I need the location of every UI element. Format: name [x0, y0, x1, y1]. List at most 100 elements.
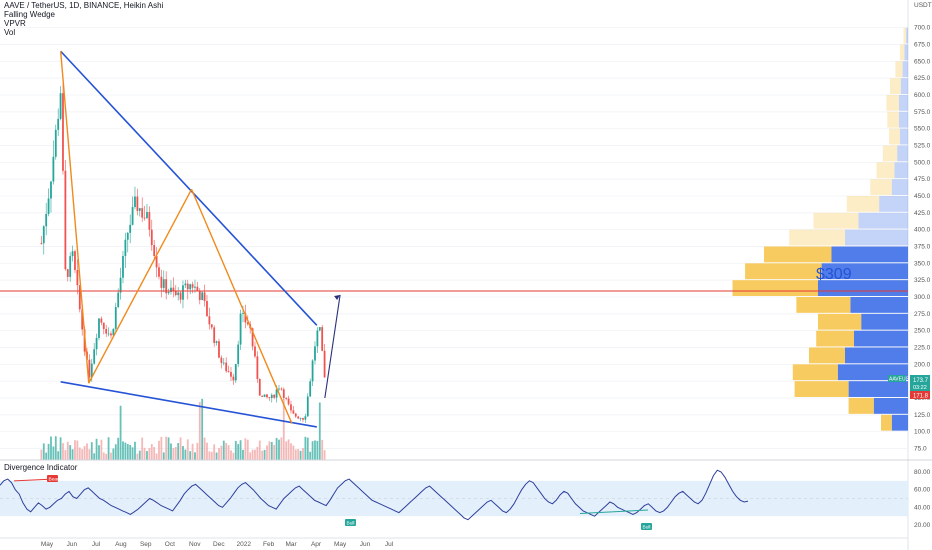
divergence-title[interactable]: Divergence Indicator — [4, 463, 78, 472]
volume-profile-up-bar — [889, 128, 900, 145]
indicator-vpvr[interactable]: VPVR — [4, 19, 26, 28]
volume-bar — [170, 443, 172, 460]
indicator-vol[interactable]: Vol — [4, 28, 15, 37]
candle-body — [107, 333, 110, 335]
volume-bar — [232, 452, 235, 460]
volume-bar — [244, 438, 247, 460]
rsi-tick-label: 60.00 — [914, 487, 931, 494]
candle-body — [117, 292, 120, 308]
candle-body — [136, 196, 139, 211]
candle-body — [40, 243, 43, 244]
volume-profile-down-bar — [818, 280, 908, 296]
volume-profile-up-bar — [794, 381, 849, 397]
volume-bar — [57, 451, 60, 460]
candle-body — [215, 341, 218, 343]
volume-bar — [270, 442, 273, 460]
candle-body — [270, 394, 273, 399]
candle-body — [261, 395, 264, 397]
volume-bar — [54, 436, 57, 460]
candle-body — [191, 284, 194, 288]
candle-body — [266, 394, 268, 398]
divergence-indicator: 80.00 60.00 40.00 20.00 Bear Bull Bull — [0, 469, 931, 530]
volume-bar — [290, 443, 292, 460]
volume-bar — [292, 445, 295, 460]
candle-body — [273, 394, 276, 398]
volume-bar — [167, 437, 170, 460]
time-tick-label: May — [41, 541, 54, 548]
volume-bar — [126, 444, 129, 460]
volume-bar — [74, 440, 76, 460]
volume-profile-up-bar — [882, 145, 898, 162]
volume-bar — [266, 445, 268, 460]
volume-profile-down-bar — [899, 111, 908, 128]
volume-bar — [285, 441, 288, 460]
candle-body — [268, 397, 271, 399]
volume-profile-up-bar — [881, 414, 892, 431]
indicator-falling-wedge[interactable]: Falling Wedge — [4, 10, 56, 19]
time-tick-label: Jul — [92, 541, 101, 548]
time-axis[interactable]: May Jun Jul Aug Sep Oct Nov Dec 2022 Feb Mar Apr May… — [41, 541, 394, 548]
volume-profile-up-bar — [890, 78, 901, 95]
volume-bar — [174, 446, 177, 460]
volume-bar — [107, 437, 110, 460]
volume-bar — [59, 437, 62, 460]
price-tick-label: 550.0 — [914, 126, 931, 133]
candle-body — [210, 324, 213, 328]
volume-profile-down-bar — [858, 212, 908, 229]
volume-profile — [732, 27, 908, 431]
volume-bar — [206, 442, 208, 460]
bear-divergence-line — [13, 478, 53, 482]
volume-bar — [143, 447, 146, 460]
time-tick-label: Apr — [311, 541, 322, 548]
volume-bar — [98, 445, 100, 460]
volume-bar — [256, 446, 259, 460]
volume-profile-down-bar — [848, 381, 908, 397]
candle-body — [201, 292, 204, 301]
volume-profile-down-bar — [854, 330, 908, 347]
candle-body — [112, 328, 115, 336]
time-tick-label: Sep — [140, 541, 152, 548]
volume-profile-up-bar — [732, 280, 818, 296]
volume-profile-up-bar — [818, 313, 862, 330]
price-tick-label: 125.0 — [914, 412, 931, 419]
candle-body — [165, 279, 168, 294]
volume-bar — [62, 443, 64, 460]
candle-body — [138, 208, 141, 211]
volume-bar — [309, 451, 312, 460]
candle-body — [76, 269, 79, 286]
bull-tag-badge — [641, 523, 652, 530]
candle-body — [114, 307, 117, 329]
volume-bar — [201, 398, 204, 460]
candle-body — [141, 208, 144, 218]
volume-bar — [299, 450, 302, 460]
symbol-legend[interactable]: AAVE / TetherUS, 1D, BINANCE, Heikin Ash… — [4, 1, 164, 10]
volume-profile-up-bar — [876, 162, 895, 179]
volume-profile-down-bar — [873, 397, 908, 414]
volume-bar — [316, 440, 319, 460]
candle-body — [309, 381, 312, 397]
volume-bar — [242, 449, 244, 460]
volume-profile-down-bar — [845, 229, 908, 246]
volume-bar — [172, 447, 175, 460]
target-price-label[interactable]: $309 — [816, 266, 852, 283]
bull-divergence-line — [579, 509, 649, 515]
candle-body — [81, 309, 84, 330]
last-price-badge — [910, 375, 930, 391]
candle-body — [50, 181, 52, 199]
candle-body — [290, 404, 292, 411]
price-tick-label: 375.0 — [914, 244, 931, 251]
volume-bar — [323, 450, 326, 460]
volume-profile-up-bar — [816, 330, 854, 347]
volume-bar — [160, 436, 163, 460]
candle-body — [177, 292, 180, 296]
candle-body — [196, 286, 199, 292]
volume-bar — [191, 443, 194, 460]
candle-body — [242, 313, 244, 315]
time-tick-label: Dec — [213, 541, 225, 548]
volume-bar — [45, 452, 48, 460]
drawings[interactable] — [0, 50, 908, 428]
volume-bar — [88, 449, 91, 460]
volume-profile-down-bar — [897, 145, 908, 162]
volume-bar — [93, 453, 96, 460]
